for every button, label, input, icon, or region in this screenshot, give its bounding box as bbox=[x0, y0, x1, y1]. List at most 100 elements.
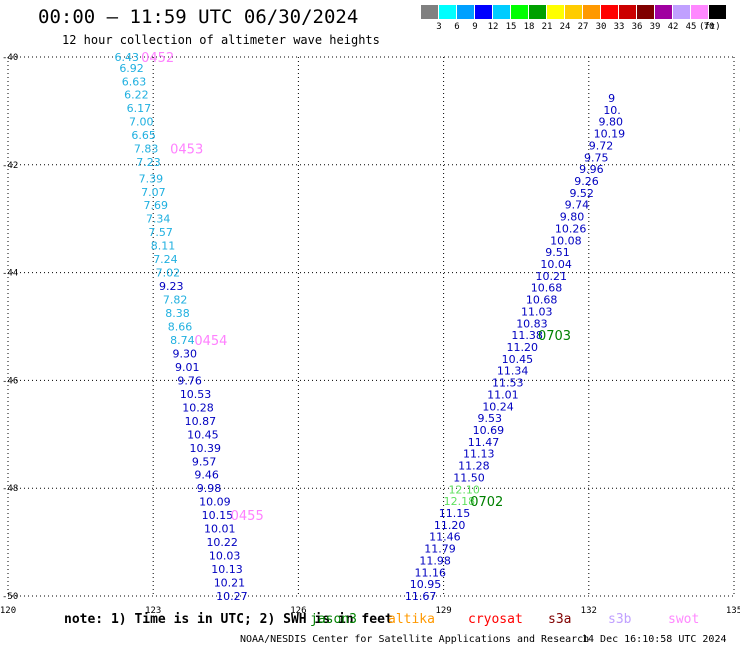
wave-height-value: 10.19 bbox=[594, 128, 626, 141]
grid-layer bbox=[7, 56, 735, 597]
wave-height-value: 9.46 bbox=[194, 469, 219, 482]
wave-height-value: 10.21 bbox=[536, 270, 568, 283]
legend-label: 70 bbox=[703, 22, 715, 32]
wave-height-value: 9.96 bbox=[579, 163, 604, 176]
wave-height-value: 7.07 bbox=[141, 186, 166, 199]
unit-label: (ft) bbox=[699, 22, 721, 32]
legend-swatch bbox=[565, 5, 582, 19]
legend-label: 24 bbox=[559, 22, 571, 32]
wave-height-value: 6.65 bbox=[131, 129, 156, 142]
wave-height-value: 11.50 bbox=[453, 471, 485, 484]
legend-label: 18 bbox=[523, 22, 535, 32]
wave-height-value: 11.34 bbox=[497, 365, 528, 378]
footer-credit: NOAA/NESDIS Center for Satellite Applica… bbox=[240, 634, 590, 645]
wave-height-value: 9.74 bbox=[565, 199, 590, 212]
page-title: 00:00 – 11:59 UTC 06/30/2024 bbox=[38, 6, 359, 28]
pass-time-label: 0452 bbox=[141, 51, 174, 66]
wave-height-value: 9.57 bbox=[192, 455, 217, 468]
wave-height-value: 9.72 bbox=[589, 139, 614, 152]
legend-swatch bbox=[475, 5, 492, 19]
wave-height-value: 9.98 bbox=[197, 482, 222, 495]
wave-height-value: 10.27 bbox=[216, 590, 248, 603]
wave-height-value: 11.38 bbox=[511, 329, 543, 342]
wave-height-value: 7.23 bbox=[136, 156, 161, 169]
x-tick-label: 120 bbox=[0, 606, 16, 616]
pass-time-label: 0702 bbox=[470, 495, 503, 510]
wave-height-value: 10.01 bbox=[204, 523, 236, 536]
wave-height-value: 11.16 bbox=[415, 566, 447, 579]
y-tick-label: -42 bbox=[2, 161, 18, 171]
wave-height-value: 12.10 bbox=[448, 483, 480, 496]
wave-height-value: 10.26 bbox=[555, 222, 587, 235]
legend-swatch bbox=[493, 5, 510, 19]
legend-swatch bbox=[547, 5, 564, 19]
wave-height-value: 9.53 bbox=[477, 412, 502, 425]
wave-height-value: 10.45 bbox=[187, 428, 219, 441]
legend-swatch bbox=[691, 5, 708, 19]
legend-swatch bbox=[529, 5, 546, 19]
wave-height-value: 6.43 bbox=[114, 51, 139, 64]
wave-height-value: 8.66 bbox=[168, 321, 193, 334]
wave-height-value: 7.39 bbox=[139, 172, 164, 185]
y-tick-label: -46 bbox=[2, 376, 18, 386]
footer-date: 14 Dec 16:10:58 UTC 2024 bbox=[582, 634, 727, 645]
wave-height-value: 7.00 bbox=[129, 116, 154, 129]
wave-height-value: 9 bbox=[608, 92, 615, 105]
satellite-swot: swot bbox=[668, 612, 700, 627]
wave-height-value: 10.28 bbox=[182, 401, 214, 414]
x-tick-label: 135 bbox=[726, 606, 740, 616]
y-tick-label: -44 bbox=[2, 269, 18, 279]
page-subtitle: 12 hour collection of altimeter wave hei… bbox=[62, 33, 380, 47]
wave-height-value: 10.53 bbox=[180, 388, 212, 401]
wave-height-value: 10.04 bbox=[540, 258, 572, 271]
wave-height-value: 7.69 bbox=[144, 199, 169, 212]
wave-height-value: 11.28 bbox=[458, 460, 490, 473]
point-layer: 6.436.926.636.226.177.006.657.837.23 7.39… bbox=[114, 51, 625, 603]
legend-swatch bbox=[439, 5, 456, 19]
legend-label: 15 bbox=[505, 22, 517, 32]
legend-label: 33 bbox=[613, 22, 625, 32]
wave-height-value: 9.80 bbox=[560, 211, 585, 224]
wave-height-value: 10.95 bbox=[410, 578, 442, 591]
x-tick-label: 132 bbox=[581, 606, 597, 616]
pass-time-label: 0454 bbox=[194, 334, 227, 349]
wave-height-value: 7.02 bbox=[156, 267, 181, 280]
wave-height-value: 10.87 bbox=[185, 415, 217, 428]
legend-label: 12 bbox=[487, 22, 499, 32]
legend-label: 39 bbox=[649, 22, 661, 32]
wave-height-value: 10.03 bbox=[209, 550, 241, 563]
wave-height-value: 7.34 bbox=[146, 213, 171, 226]
wave-height-value: 10.24 bbox=[482, 400, 514, 413]
satellite-cryosat: cryosat bbox=[468, 612, 523, 627]
wave-height-value: 9.76 bbox=[177, 374, 202, 387]
legend-label: 27 bbox=[577, 22, 589, 32]
legend-swatch bbox=[601, 5, 618, 19]
legend-swatch bbox=[457, 5, 474, 19]
legend-swatch bbox=[709, 5, 726, 19]
wave-height-value: 8.11 bbox=[151, 240, 176, 253]
wave-height-value: 12.18 bbox=[444, 495, 476, 508]
wave-height-value: 11.98 bbox=[419, 554, 451, 567]
pass-time-label: 0455 bbox=[231, 509, 264, 524]
wave-height-value: 10.13 bbox=[211, 563, 243, 576]
axis-layer: 120 123 126 129 132 135 -40 -42 -44 -46 -48 -50 bbox=[0, 53, 740, 616]
wave-height-value: 11.15 bbox=[439, 507, 471, 520]
wave-height-value: 9.26 bbox=[574, 175, 599, 188]
footer-note: note: 1) Time is in UTC; 2) SWH is in fe… bbox=[64, 612, 393, 627]
wave-height-value: 11.20 bbox=[434, 519, 466, 532]
legend-swatch bbox=[637, 5, 654, 19]
color-legend: 3 6 9 12 15 18 21 24 27 30 33 36 39 42 45 70 bbox=[421, 5, 733, 37]
time-label-layer: 0452 0453 0454 0455 0702 0703 0 bbox=[141, 51, 740, 524]
pass-time-label: 0703 bbox=[538, 329, 571, 344]
legend-swatch bbox=[619, 5, 636, 19]
wave-height-value: 10.68 bbox=[531, 282, 563, 295]
wave-height-value: 11.03 bbox=[521, 305, 553, 318]
legend-swatch bbox=[673, 5, 690, 19]
wave-height-value: 6.92 bbox=[119, 62, 144, 75]
satellite-jason3: jason3 bbox=[310, 612, 357, 627]
wave-height-value: 11.79 bbox=[424, 543, 456, 556]
wave-height-value: 10.15 bbox=[202, 509, 234, 522]
wave-height-value: 6.63 bbox=[122, 75, 146, 88]
x-tick-label: 129 bbox=[435, 606, 451, 616]
